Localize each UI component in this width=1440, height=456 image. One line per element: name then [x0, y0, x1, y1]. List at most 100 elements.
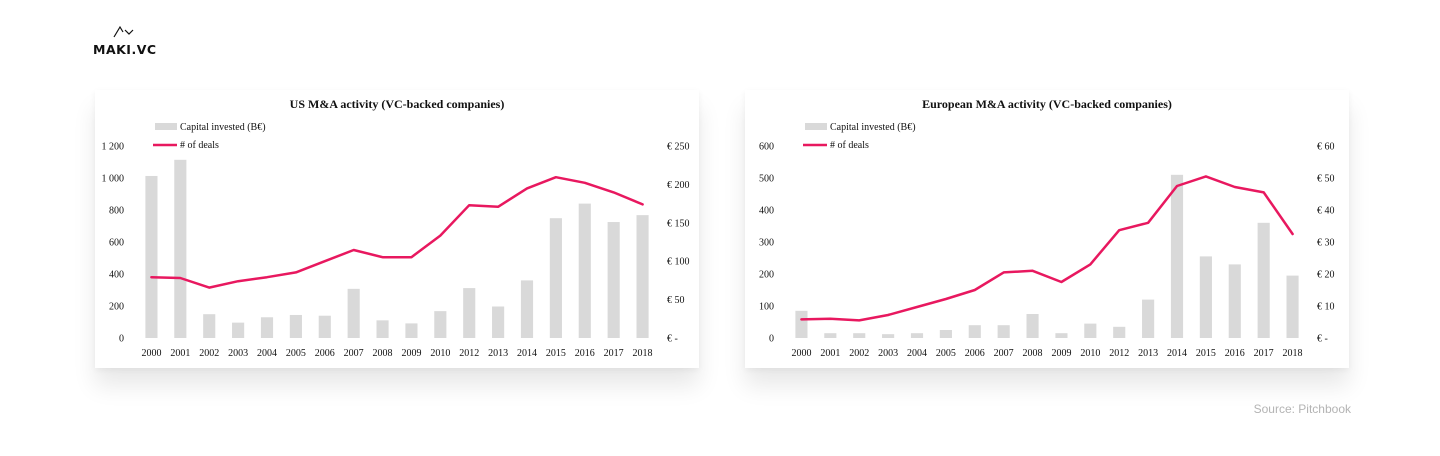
x-axis-tick-label: 2003	[228, 348, 248, 359]
x-axis-tick-label: 2007	[344, 348, 364, 359]
right-axis-tick-label: € 150	[667, 218, 690, 229]
capital-invested-bar	[578, 203, 591, 338]
x-axis-tick-label: 2010	[430, 348, 450, 359]
x-axis-tick-label: 2009	[1051, 348, 1071, 359]
left-axis-tick-label: 0	[119, 334, 124, 345]
x-axis-tick-label: 2008	[1023, 348, 1043, 359]
capital-invested-bar	[1055, 333, 1068, 338]
x-axis-tick-label: 2004	[907, 348, 927, 359]
capital-invested-bar	[882, 334, 895, 338]
capital-invested-bar	[405, 323, 418, 338]
capital-invested-bar	[795, 310, 808, 338]
x-axis-tick-label: 2012	[459, 348, 479, 359]
x-axis-tick-label: 2001	[820, 348, 840, 359]
capital-invested-bar	[1026, 314, 1039, 338]
capital-invested-bar	[1113, 326, 1126, 338]
x-axis-tick-label: 2013	[488, 348, 508, 359]
right-axis-tick-label: € 250	[667, 142, 690, 153]
x-axis-tick-label: 2014	[1167, 348, 1187, 359]
x-axis-tick-label: 2009	[401, 348, 421, 359]
left-axis-tick-label: 600	[109, 238, 124, 249]
source-note: Source: Pitchbook	[1253, 402, 1351, 416]
x-axis-tick-label: 2006	[965, 348, 985, 359]
x-axis-tick-label: 2006	[315, 348, 335, 359]
x-axis-tick-label: 2000	[141, 348, 161, 359]
right-axis-tick-label: € 40	[1317, 206, 1335, 217]
x-axis-tick-label: 2001	[170, 348, 190, 359]
capital-invested-bar	[232, 322, 245, 338]
left-axis-tick-label: 400	[759, 206, 774, 217]
capital-invested-bar	[376, 320, 389, 338]
legend-label-capital: Capital invested (B€)	[830, 122, 916, 133]
capital-invested-bar	[910, 333, 924, 338]
capital-invested-bar	[1170, 174, 1184, 338]
capital-invested-bar	[318, 315, 331, 338]
capital-invested-bar	[492, 306, 505, 338]
legend-label-deals: # of deals	[180, 140, 219, 151]
right-axis-tick-label: € 50	[1317, 174, 1335, 185]
deals-line	[150, 175, 644, 289]
brand-name: MAKI.VC	[93, 42, 157, 57]
x-axis-tick-label: 2015	[1196, 348, 1216, 359]
left-axis-tick-label: 200	[759, 270, 774, 281]
deals-line	[800, 175, 1294, 322]
right-axis-tick-label: € 30	[1317, 238, 1335, 249]
x-axis-tick-label: 2014	[517, 348, 537, 359]
x-axis-tick-label: 2018	[633, 348, 653, 359]
left-axis-tick-label: 300	[759, 238, 774, 249]
right-axis-tick-label: € -	[1317, 334, 1328, 345]
x-axis-tick-label: 2017	[1254, 348, 1274, 359]
capital-invested-bar	[289, 314, 302, 338]
capital-invested-bar	[347, 288, 360, 338]
us-ma-chart: US M&A activity (VC-backed companies) Cap…	[102, 97, 690, 359]
x-axis-tick-label: 2012	[1109, 348, 1129, 359]
right-axis-tick-label: € 50	[667, 295, 685, 306]
capital-invested-bar	[1228, 264, 1241, 338]
chart-title: US M&A activity (VC-backed companies)	[290, 97, 505, 111]
capital-invested-bar	[968, 325, 981, 338]
x-axis-tick-label: 2005	[936, 348, 956, 359]
capital-invested-bar	[463, 288, 476, 338]
left-axis-tick-label: 200	[109, 302, 124, 313]
eu-ma-chart-panel: European M&A activity (VC-backed compani…	[745, 90, 1349, 368]
legend-bar-swatch	[805, 123, 827, 130]
left-axis-tick-label: 1 200	[102, 142, 125, 153]
x-axis-tick-label: 2016	[1225, 348, 1245, 359]
left-axis-tick-label: 100	[759, 302, 774, 313]
chart-title: European M&A activity (VC-backed compani…	[922, 97, 1172, 111]
right-axis-tick-label: € 60	[1317, 142, 1335, 153]
capital-invested-bar	[520, 280, 534, 338]
right-axis-tick-label: € 200	[667, 180, 690, 191]
x-axis-tick-label: 2002	[199, 348, 219, 359]
x-axis-tick-label: 2018	[1283, 348, 1303, 359]
eu-ma-chart: European M&A activity (VC-backed compani…	[759, 97, 1335, 359]
left-axis-tick-label: 0	[769, 334, 774, 345]
capital-invested-bar	[636, 215, 649, 338]
capital-invested-bar	[997, 325, 1010, 338]
capital-invested-bar	[1257, 222, 1270, 338]
capital-invested-bar	[549, 218, 562, 338]
x-axis-tick-label: 2010	[1080, 348, 1100, 359]
capital-invested-bar	[853, 333, 866, 338]
us-ma-chart-panel: US M&A activity (VC-backed companies) Cap…	[95, 90, 699, 368]
capital-invested-bar	[174, 159, 187, 338]
logo-mark-icon	[113, 25, 134, 38]
left-axis-tick-label: 400	[109, 270, 124, 281]
capital-invested-bar	[824, 333, 837, 338]
capital-invested-bar	[607, 222, 620, 338]
capital-invested-bar	[260, 317, 274, 338]
legend-label-deals: # of deals	[830, 140, 869, 151]
left-axis-tick-label: 600	[759, 142, 774, 153]
x-axis-tick-label: 2007	[994, 348, 1014, 359]
right-axis-tick-label: € 100	[667, 257, 690, 268]
capital-invested-bar	[203, 314, 216, 338]
right-axis-tick-label: € -	[667, 334, 678, 345]
capital-invested-bar	[939, 330, 952, 338]
x-axis-tick-label: 2017	[604, 348, 624, 359]
capital-invested-bar	[1084, 323, 1097, 338]
capital-invested-bar	[1199, 256, 1212, 338]
x-axis-tick-label: 2015	[546, 348, 566, 359]
brand-logo[interactable]: MAKI.VC	[93, 24, 163, 58]
right-axis-tick-label: € 20	[1317, 270, 1335, 281]
capital-invested-bar	[434, 311, 447, 338]
